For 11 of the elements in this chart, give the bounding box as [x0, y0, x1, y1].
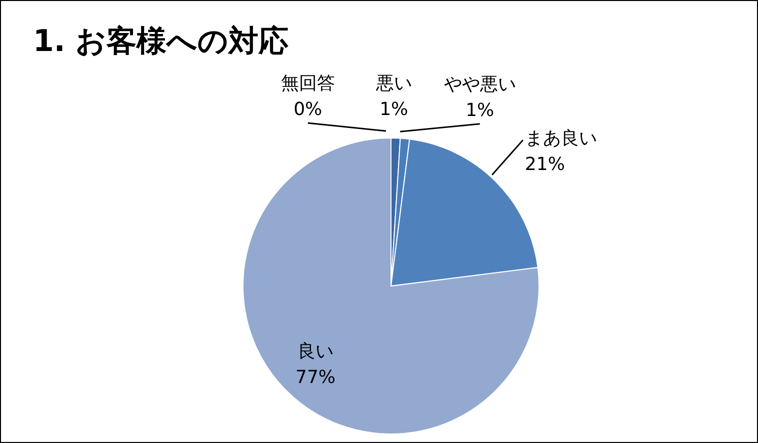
- slice-label: 悪い: [374, 73, 412, 94]
- data-label: 1%: [466, 100, 494, 121]
- chart-title: 1. お客様への対応: [33, 23, 289, 61]
- slice-label: まあ良い: [524, 128, 597, 150]
- data-label: 21%: [524, 154, 565, 176]
- category-label: 無回答: [280, 73, 335, 94]
- data-label: 1%: [380, 99, 408, 120]
- text: 0%: [294, 99, 322, 120]
- slice-label: 良い: [298, 340, 334, 362]
- slice-label: やや悪い: [444, 74, 516, 95]
- data-label: 77%: [296, 366, 336, 388]
